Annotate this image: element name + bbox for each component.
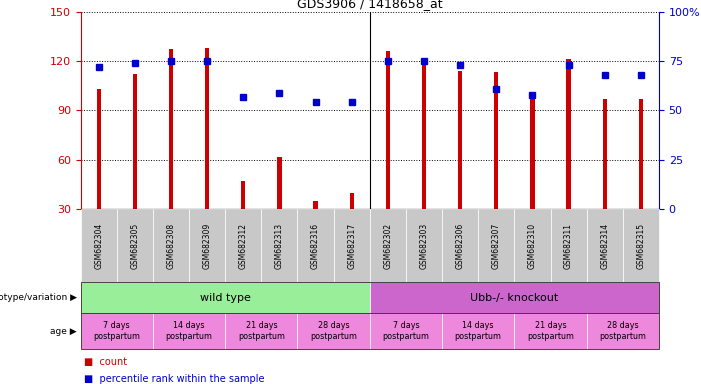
Text: wild type: wild type — [200, 293, 251, 303]
Text: ■  count: ■ count — [84, 356, 128, 367]
Text: 21 days
postpartum: 21 days postpartum — [238, 321, 285, 341]
Text: GSM682317: GSM682317 — [347, 223, 356, 269]
Text: Ubb-/- knockout: Ubb-/- knockout — [470, 293, 559, 303]
Title: GDS3906 / 1418658_at: GDS3906 / 1418658_at — [297, 0, 442, 10]
Bar — [530, 99, 535, 209]
Text: 28 days
postpartum: 28 days postpartum — [599, 321, 646, 341]
Text: 7 days
postpartum: 7 days postpartum — [383, 321, 430, 341]
Text: 21 days
postpartum: 21 days postpartum — [527, 321, 574, 341]
Text: GSM682305: GSM682305 — [130, 223, 139, 269]
Bar — [386, 51, 390, 209]
Text: GSM682308: GSM682308 — [166, 223, 175, 269]
Text: ■  percentile rank within the sample: ■ percentile rank within the sample — [84, 374, 264, 384]
Bar — [169, 50, 173, 209]
Text: GSM682304: GSM682304 — [94, 223, 103, 269]
Text: GSM682313: GSM682313 — [275, 223, 284, 269]
Text: GSM682303: GSM682303 — [419, 223, 428, 269]
Text: 28 days
postpartum: 28 days postpartum — [310, 321, 357, 341]
Text: GSM682312: GSM682312 — [239, 223, 247, 269]
Text: 14 days
postpartum: 14 days postpartum — [165, 321, 212, 341]
Bar — [350, 193, 354, 209]
Text: GSM682310: GSM682310 — [528, 223, 537, 269]
Text: GSM682307: GSM682307 — [492, 223, 501, 269]
Text: GSM682315: GSM682315 — [637, 223, 646, 269]
Bar — [458, 71, 463, 209]
Text: genotype/variation ▶: genotype/variation ▶ — [0, 293, 77, 302]
Bar — [132, 74, 137, 209]
Text: age ▶: age ▶ — [50, 327, 77, 336]
Bar — [422, 58, 426, 209]
Bar — [278, 157, 282, 209]
Bar — [205, 48, 210, 209]
Bar — [494, 73, 498, 209]
Bar — [566, 59, 571, 209]
Bar — [639, 99, 643, 209]
Bar — [97, 89, 101, 209]
Bar — [313, 201, 318, 209]
Text: 7 days
postpartum: 7 days postpartum — [93, 321, 140, 341]
Bar — [241, 181, 245, 209]
Text: GSM682311: GSM682311 — [564, 223, 573, 269]
Text: GSM682314: GSM682314 — [600, 223, 609, 269]
Text: GSM682302: GSM682302 — [383, 223, 393, 269]
Text: GSM682309: GSM682309 — [203, 223, 212, 269]
Text: GSM682316: GSM682316 — [311, 223, 320, 269]
Text: 14 days
postpartum: 14 days postpartum — [455, 321, 502, 341]
Text: GSM682306: GSM682306 — [456, 223, 465, 269]
Bar — [603, 99, 607, 209]
